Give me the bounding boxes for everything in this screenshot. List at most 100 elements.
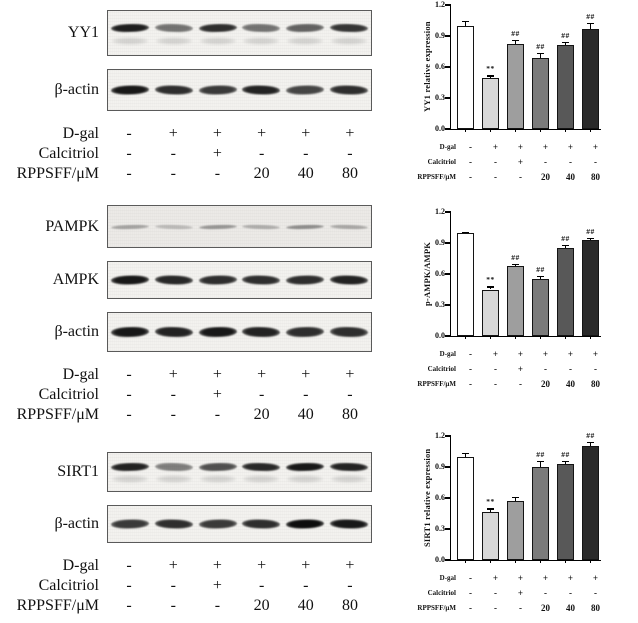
protein-band	[242, 274, 281, 286]
chart-treatment-label-text: D-gal	[439, 349, 456, 358]
y-tick-label: 0.6	[435, 493, 445, 502]
protein-band	[110, 326, 150, 338]
chart-treatment-value: 80	[591, 602, 600, 613]
chart-treatment-value: 40	[566, 378, 575, 389]
blot-lane	[239, 11, 283, 55]
western-blot-image	[107, 69, 372, 111]
significance-annotation: ##	[536, 41, 545, 51]
blot-lane	[108, 262, 152, 298]
protein-band	[329, 23, 369, 33]
chart-treatment-label: D-gal	[420, 574, 456, 582]
protein-band	[286, 84, 325, 96]
chart-treatment-row: D-gal - + + + + +	[420, 346, 638, 361]
faint-band	[199, 475, 236, 483]
error-bar-cap	[587, 442, 594, 444]
x-tick-mark	[514, 129, 517, 132]
chart-treatment-label-text: D-gal	[439, 573, 456, 582]
blot-lane	[327, 453, 371, 491]
bar	[482, 512, 499, 560]
bar	[482, 289, 499, 336]
protein-band	[198, 274, 237, 286]
blot-lane	[327, 70, 371, 110]
treatment-value: -	[126, 366, 132, 383]
treatment-row: Calcitriol - - + - - -	[0, 385, 420, 405]
blot-column: YY1 β-actin D-gal - + + + + + Calcitriol - - + - - - RPP…	[0, 0, 420, 192]
treatment-row: Calcitriol - - + - - -	[0, 144, 420, 164]
blot-label: YY1	[67, 24, 99, 41]
blot-label: β-actin	[54, 323, 99, 340]
bar	[557, 463, 574, 560]
bar	[507, 501, 524, 560]
blot-column: SIRT1 β-actin D-gal - + + + + + Calcitriol - - + - - - R…	[0, 432, 420, 623]
error-bar-cap	[462, 452, 469, 454]
protein-band	[286, 518, 325, 530]
blot-label: β-actin	[54, 515, 99, 532]
chart-treatment-value: -	[469, 602, 472, 613]
treatment-value: +	[212, 145, 222, 162]
x-tick-mark	[564, 129, 567, 132]
y-tick-mark	[445, 273, 451, 275]
error-bar	[539, 52, 542, 58]
treatment-value: +	[168, 125, 178, 142]
protein-band	[110, 223, 149, 230]
treatment-value: -	[347, 577, 353, 594]
protein-band	[242, 84, 281, 96]
treatment-row: D-gal - + + + + +	[0, 556, 420, 576]
error-bar	[489, 508, 492, 513]
chart-treatment-value: -	[469, 141, 472, 152]
chart-treatment-value: -	[519, 378, 522, 389]
y-tick-label: 0.0	[435, 555, 445, 564]
chart-treatment-value: +	[492, 572, 499, 583]
plot-area: 0.0 0.3 0.6 0.9 1.2 ** ## ## ## ##	[435, 0, 601, 133]
faint-band	[155, 475, 192, 483]
chart-treatment-label: RPPSFF/μM	[417, 604, 456, 612]
chart-treatment-value: 20	[541, 602, 550, 613]
western-blot-image	[107, 10, 372, 56]
chart-treatment-label: Calcitriol	[420, 589, 456, 597]
treatment-label: RPPSFF/μM	[16, 165, 99, 182]
protein-band	[154, 23, 193, 33]
blot-lane	[152, 206, 196, 247]
protein-band	[242, 23, 281, 33]
chart-treatment-value: -	[569, 156, 572, 167]
chart-treatment-value: +	[517, 587, 524, 598]
x-tick-mark	[489, 336, 492, 339]
blot-lane	[152, 313, 196, 351]
x-tick-mark	[539, 560, 542, 563]
chart-treatment-value: +	[517, 572, 524, 583]
treatment-value: -	[126, 165, 132, 182]
error-bar	[564, 460, 567, 464]
blot-lane	[239, 206, 283, 247]
treatment-value: +	[168, 557, 178, 574]
chart-treatment-value: +	[592, 348, 599, 359]
error-bar-cap	[537, 52, 544, 54]
chart-treatment-value: +	[517, 363, 524, 374]
blot-lane	[196, 313, 240, 351]
x-tick-mark	[464, 560, 467, 563]
treatment-label: RPPSFF/μM	[16, 406, 99, 423]
y-tick-label: 0.0	[435, 331, 445, 340]
treatment-value: -	[258, 577, 265, 594]
treatment-value: +	[345, 125, 355, 142]
treatment-value: +	[301, 557, 311, 574]
x-tick-mark	[589, 336, 592, 339]
significance-annotation: ##	[511, 29, 520, 39]
x-tick-mark	[539, 336, 542, 339]
treatment-value: +	[257, 125, 267, 142]
treatment-values: - - + - - -	[107, 145, 372, 163]
chart-treatment-label: D-gal	[420, 350, 456, 358]
treatment-rows: D-gal - + + + + + Calcitriol - - + - - - RPPSFF/μM - - - 2…	[0, 124, 420, 184]
treatment-values: - - + - - -	[107, 577, 372, 595]
blot-column: PAMPK AMPK β-actin D-gal - + + + + + Calcitriol - - +…	[0, 192, 420, 432]
treatment-label: D-gal	[62, 366, 99, 383]
chart-treatment-value: +	[542, 348, 549, 359]
significance-annotation: ##	[586, 226, 595, 236]
chart-treatment-value: +	[517, 141, 524, 152]
treatment-label: Calcitriol	[38, 386, 99, 403]
chart-treatment-value: -	[469, 587, 472, 598]
protein-band	[242, 462, 281, 472]
chart-column: p-AMPK/AMPK 0.0 0.3 0.6 0.9 1.2 ** ## ## ## ## D-ga…	[417, 192, 638, 432]
blot-lane	[108, 206, 152, 247]
chart-treatment-row: Calcitriol - - + - - -	[420, 585, 638, 600]
